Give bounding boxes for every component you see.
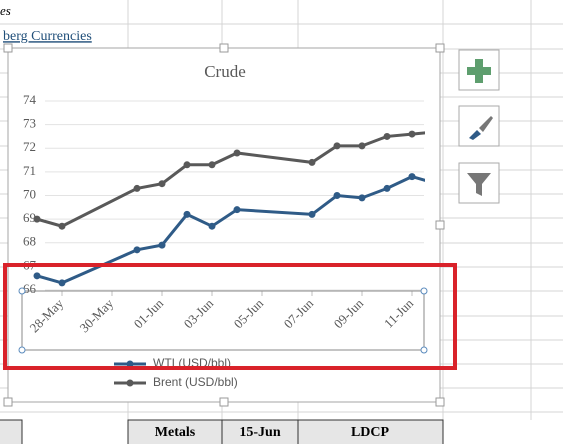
- data-point: [383, 132, 391, 140]
- brush-handle: [479, 116, 493, 132]
- y-tick-label: 68: [23, 234, 36, 249]
- brush-icon: [469, 130, 481, 140]
- data-point: [58, 222, 66, 230]
- chart-handles: [3, 43, 445, 407]
- data-point: [383, 184, 391, 192]
- filter-icon: [467, 173, 491, 196]
- cell-text: es: [0, 3, 11, 18]
- data-point: [33, 215, 41, 223]
- data-point: [58, 279, 66, 287]
- data-point: [333, 192, 341, 199]
- cell-header: LDCP: [351, 425, 390, 440]
- chart-tools: [458, 49, 500, 204]
- bottom-row: Metals 15-Jun LDCP: [0, 419, 444, 444]
- style-button[interactable]: [458, 105, 500, 147]
- chart-title: Crude: [204, 62, 246, 81]
- data-point: [233, 149, 241, 157]
- y-tick-label: 71: [23, 163, 36, 178]
- plus-icon: [467, 59, 491, 83]
- cell-header: Metals: [155, 425, 196, 440]
- data-point: [133, 246, 141, 254]
- data-point: [183, 161, 191, 169]
- hyperlink[interactable]: berg Currencies: [3, 29, 92, 44]
- data-point: [408, 130, 416, 138]
- data-point: [233, 206, 241, 214]
- y-tick-label: 73: [23, 116, 36, 131]
- axis-selection: [18, 287, 428, 354]
- data-point: [208, 222, 216, 230]
- data-point: [308, 158, 316, 166]
- cell-header: 15-Jun: [239, 425, 280, 440]
- data-point: [158, 180, 166, 188]
- data-point: [333, 142, 341, 150]
- data-point: [183, 210, 191, 218]
- legend-label: Brent (USD/bbl): [153, 375, 238, 389]
- data-point: [358, 194, 366, 202]
- data-point: [308, 210, 316, 218]
- y-tick-label: 72: [23, 139, 36, 154]
- y-tick-label: 70: [23, 186, 36, 201]
- data-point: [158, 241, 166, 249]
- highlight-box: [3, 263, 457, 370]
- y-tick-label: 66: [23, 281, 37, 296]
- y-tick-label: 69: [23, 210, 36, 225]
- legend-marker: [126, 379, 134, 387]
- y-tick-label: 74: [23, 92, 37, 107]
- data-point: [358, 142, 366, 150]
- data-point: [208, 161, 216, 169]
- data-point: [408, 173, 416, 181]
- plot-area: [33, 130, 425, 287]
- data-point: [33, 272, 41, 280]
- legend-marker: [126, 360, 134, 368]
- data-point: [133, 184, 141, 192]
